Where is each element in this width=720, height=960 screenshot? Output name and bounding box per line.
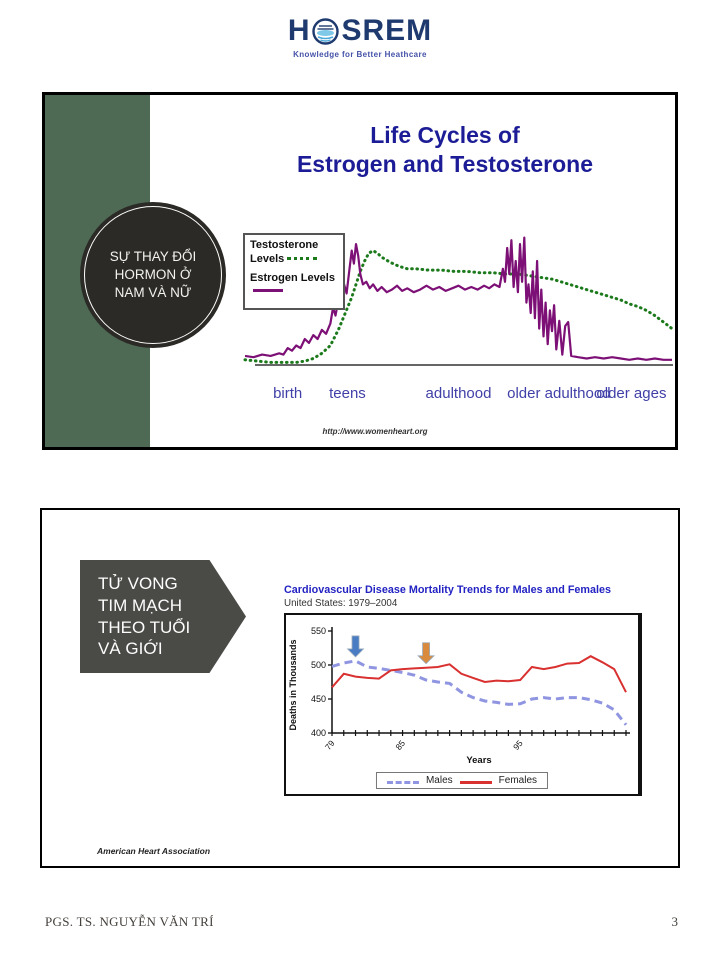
y-tick-label: 550 [311,626,326,636]
stage-label-adulthood: adulthood [425,385,492,402]
x-tick-label: 85 [393,738,407,752]
footer-author: PGS. TS. NGUYỄN VĂN TRÍ [45,914,214,929]
cvd-mortality-chart: 400 450 500 550 Deaths in Thousands 79 85 95 Yea… [288,626,630,766]
chart2-subtitle: United States: 1979–2004 [284,598,398,609]
x-tick-label: 79 [323,738,337,752]
footer-page-number: 3 [671,914,679,929]
annotation-down-arrow [417,642,436,665]
slide1-topic-badge: SỰ THAY ĐỔI HORMON Ở NAM VÀ NỮ [80,202,226,348]
slide1-topic-text: SỰ THAY ĐỔI HORMON Ở NAM VÀ NỮ [109,248,197,301]
chart2-y-axis-title: Deaths in Thousands [288,639,298,730]
stage-label-older-ages: older ages [596,385,667,402]
slide2-topic-text: TỬ VONG TIM MẠCH THEO TUỔI VÀ GIỚI [98,574,191,659]
chart2-x-axis-title: Years [466,755,491,766]
logo-tagline: Knowledge for Better Heathcare [293,50,427,59]
logo-text-right: SREM [341,14,433,47]
chart1-legend: Testosterone Levels Estrogen Levels [243,233,345,310]
x-tick-label: 95 [511,738,525,752]
logo-globe-icon [312,17,340,45]
series-estrogen-levels [244,236,672,361]
chart1-title: Life Cycles of Estrogen and Testosterone [296,122,594,177]
legend-entry-estrogen: Estrogen Levels [250,272,338,300]
females-solid-line-sample [459,778,492,784]
series-females [331,655,627,693]
chart2-title: Cardiovascular Disease Mortality Trends … [284,584,612,596]
testosterone-dotted-line-sample [287,254,318,260]
chart1-x-axis-labels: birth teens adulthood older adulthood older … [237,385,677,405]
slide2-topic-badge: TỬ VONG TIM MẠCH THEO TUỔI VÀ GIỚI [80,560,246,673]
header-logo: H SREM Knowledge for Better Heathcare [0,16,720,60]
slide-cvd-mortality: TỬ VONG TIM MẠCH THEO TUỔI VÀ GIỚI Cardi… [40,508,680,868]
males-dashed-line-sample [386,778,419,784]
legend-entry-testosterone: Testosterone Levels [250,239,319,265]
slide-hormone-life-cycles: SỰ THAY ĐỔI HORMON Ở NAM VÀ NỮ Life Cycl… [42,92,678,450]
chart2-frame: 400 450 500 550 Deaths in Thousands 79 85 95 Yea… [284,613,642,796]
series-males [331,659,628,726]
stage-label-teens: teens [329,385,366,402]
annotation-down-arrow [346,635,365,658]
legend-females-label: Females [498,775,538,786]
hormone-life-cycle-chart [243,236,674,366]
legend-males-label: Males [425,775,453,786]
estrogen-solid-line-sample [253,286,283,293]
y-tick-label: 450 [311,694,326,704]
y-tick-label: 500 [311,660,326,670]
logo-wordmark: H SREM [0,16,720,46]
chart2-legend: Males Females [375,772,549,789]
chart1-source-url: http://www.womenheart.org [322,427,428,436]
logo-text-left: H [287,14,311,47]
chart2-source: American Heart Association [97,846,211,856]
stage-label-birth: birth [273,385,303,402]
stage-label-older-adulthood: older adulthood [507,385,611,402]
series-testosterone-levels [243,248,674,364]
y-tick-label: 400 [311,728,326,738]
